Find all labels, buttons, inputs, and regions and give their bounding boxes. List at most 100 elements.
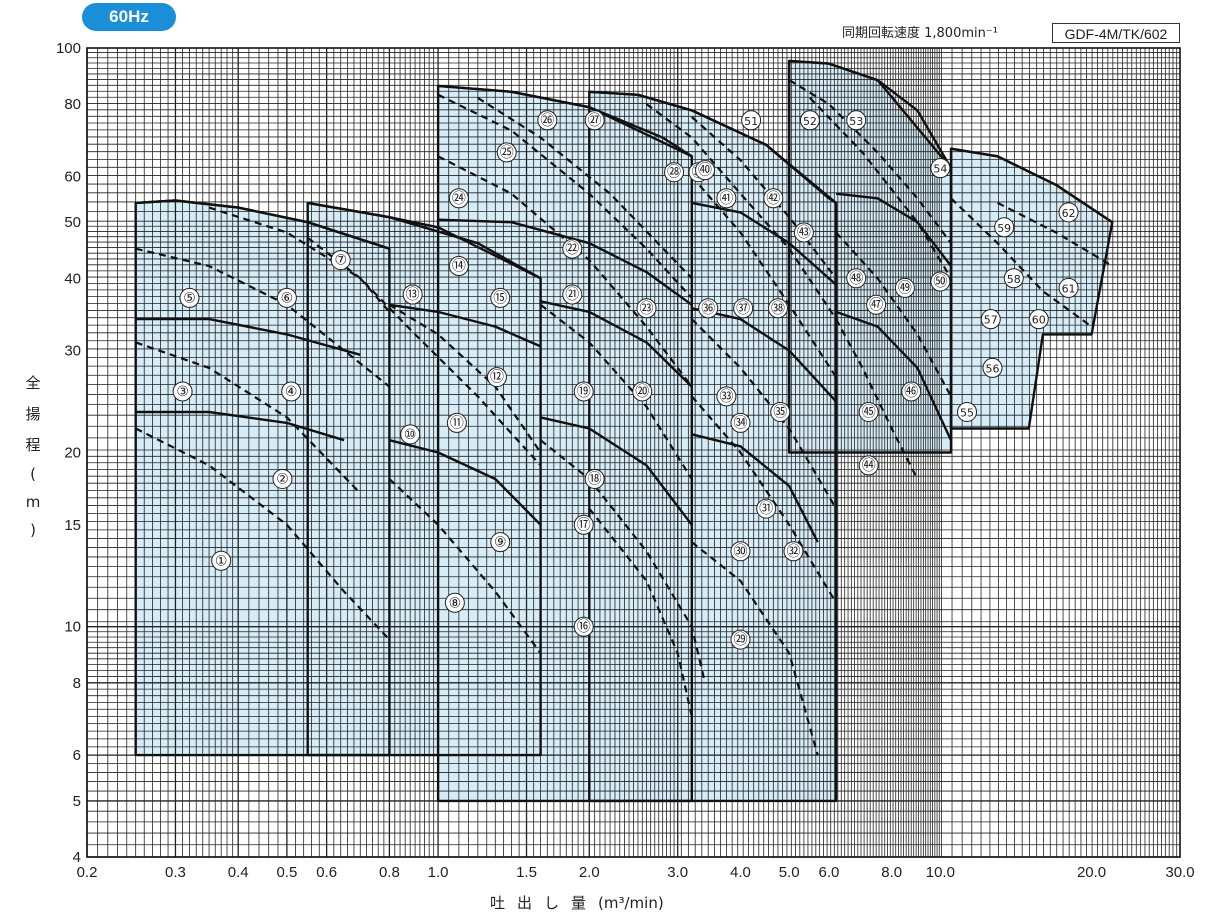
curve-label-33: ㉝: [716, 386, 737, 407]
curve-label-circle-28: [664, 162, 685, 183]
curve-label-text-19: ⑲: [577, 384, 591, 400]
x-tick-label-5: 0.8: [379, 864, 400, 881]
y-tick-label-11: 80: [64, 96, 81, 113]
curve-label-30: ㉚: [730, 541, 751, 562]
curve-label-text-59: 59: [997, 222, 1011, 235]
curve-label-24: ㉔: [448, 188, 469, 209]
curve-label-text-35: ㉟: [773, 404, 787, 420]
curve-label-text-15: ⑮: [493, 290, 507, 306]
dashed-curve-8: [437, 93, 693, 299]
curve-label-circle-35: [770, 401, 791, 422]
dashed-curve-21: [809, 97, 952, 279]
curve-label-circle-18: [584, 468, 605, 489]
solid-curve-18: [950, 147, 1113, 224]
curve-label-text-27: ㉗: [588, 113, 602, 129]
curve-label-text-8: ⑧: [449, 595, 462, 611]
x-tick-label-15: 20.0: [1077, 864, 1106, 881]
curve-label-60: 60: [1028, 309, 1049, 330]
curve-label-text-49: ㊾: [898, 280, 912, 296]
curve-label-text-41: ㊶: [719, 191, 733, 207]
dashed-curve-7: [388, 478, 542, 654]
curve-label-48: ㊽: [846, 268, 867, 289]
dashed-curves: [135, 79, 1113, 756]
solid-curve-3: [135, 410, 345, 442]
curve-label-46: ㊻: [901, 381, 922, 402]
solid-curve-2: [135, 317, 361, 356]
curve-label-59: 59: [994, 217, 1015, 238]
x-tick-label-12: 6.0: [818, 864, 839, 881]
curve-label-circle-33: [716, 386, 737, 407]
curve-label-text-5: ⑤: [183, 290, 196, 306]
curve-label-circle-50: [930, 271, 951, 292]
curve-label-32: ㉜: [783, 541, 804, 562]
curve-label-40: ㊵: [695, 160, 716, 181]
curve-label-23: ㉓: [636, 298, 657, 319]
curve-label-circle-57: [980, 309, 1001, 330]
curve-label-circle-12: [486, 367, 507, 388]
curve-label-5: ⑤: [179, 287, 200, 308]
dashed-curve-15: [691, 116, 837, 279]
y-axis-char-2: 揚: [25, 405, 41, 423]
curve-label-7: ⑦: [330, 250, 351, 271]
curve-label-13: ⑬: [402, 284, 423, 305]
dashed-curve-23: [835, 318, 919, 480]
curve-label-text-7: ⑦: [334, 253, 347, 269]
grid: [86, 48, 1180, 858]
axes: 0.2 0.3 0.4 0.5 0.6 0.8 1.0 1.5 2.0 3.0 4.0 5.0 6.0 8…: [56, 40, 1195, 881]
curve-label-circle-14: [448, 256, 469, 277]
curve-label-text-11: ⑪: [450, 415, 464, 431]
curve-label-circle-62: [1058, 202, 1079, 223]
curve-label-circle-29: [730, 629, 751, 650]
curve-label-50: ㊿: [930, 271, 951, 292]
curve-label-text-18: ⑱: [588, 471, 602, 487]
curve-label-circle-17: [573, 514, 594, 535]
curve-label-circle-8: [444, 592, 465, 613]
curve-label-circle-45: [858, 401, 879, 422]
curve-label-35: ㉟: [770, 401, 791, 422]
curve-label-2: ②: [272, 468, 293, 489]
x-tick-label-0: 0.2: [77, 864, 98, 881]
solid-curve-5: [389, 303, 542, 348]
curve-label-circle-40: [695, 160, 716, 181]
curve-label-text-12: ⑫: [490, 370, 504, 386]
curve-label-circle-41: [716, 188, 737, 209]
y-axis-char-5: m: [25, 493, 41, 511]
dashed-curve-25: [997, 201, 1113, 267]
curve-label-circle-44: [858, 455, 879, 476]
curve-label-text-38: ㊳: [771, 301, 785, 317]
dashed-curve-11: [539, 303, 693, 480]
curve-label-1: ①: [211, 550, 232, 571]
curve-label-20: ⑳: [632, 381, 653, 402]
dashed-curve-6: [388, 303, 542, 454]
curve-label-circle-21: [562, 284, 583, 305]
curve-label-circle-9: [490, 532, 511, 553]
curve-label-circle-25: [496, 142, 517, 163]
curve-label-text-21: ㉑: [565, 287, 579, 303]
y-tick-label-1: 5: [73, 793, 81, 810]
x-tick-label-10: 4.0: [730, 864, 751, 881]
curve-label-text-9: ⑨: [494, 535, 507, 551]
curve-label-text-22: ㉒: [565, 241, 579, 257]
curve-label-circle-38: [767, 298, 788, 319]
curve-label-circle-60: [1028, 309, 1049, 330]
plot-frame: [86, 47, 1181, 858]
curve-label-text-16: ⑯: [577, 619, 591, 635]
curve-label-text-2: ②: [276, 471, 289, 487]
curve-label-circle-10: [400, 424, 421, 445]
curve-label-text-28: ㉘: [667, 165, 681, 181]
curve-label-circle-47: [866, 294, 887, 315]
y-axis-char-4: (: [30, 465, 36, 483]
curve-label-circle-55: [957, 401, 978, 422]
curve-label-text-40: ㊵: [698, 163, 712, 179]
curve-label-21: ㉑: [562, 284, 583, 305]
x-tick-label-1: 0.3: [165, 864, 186, 881]
dashed-curve-4: [208, 206, 391, 313]
curve-label-text-50: ㊿: [933, 274, 947, 290]
curve-label-text-3: ③: [176, 384, 189, 400]
solid-curve-1: [135, 199, 390, 250]
curve-label-text-57: 57: [984, 314, 998, 327]
curve-label-text-53: 53: [849, 115, 863, 128]
y-tick-label-10: 60: [64, 168, 81, 185]
curve-label-31: ㉛: [756, 498, 777, 519]
curve-label-circle-5: [179, 287, 200, 308]
